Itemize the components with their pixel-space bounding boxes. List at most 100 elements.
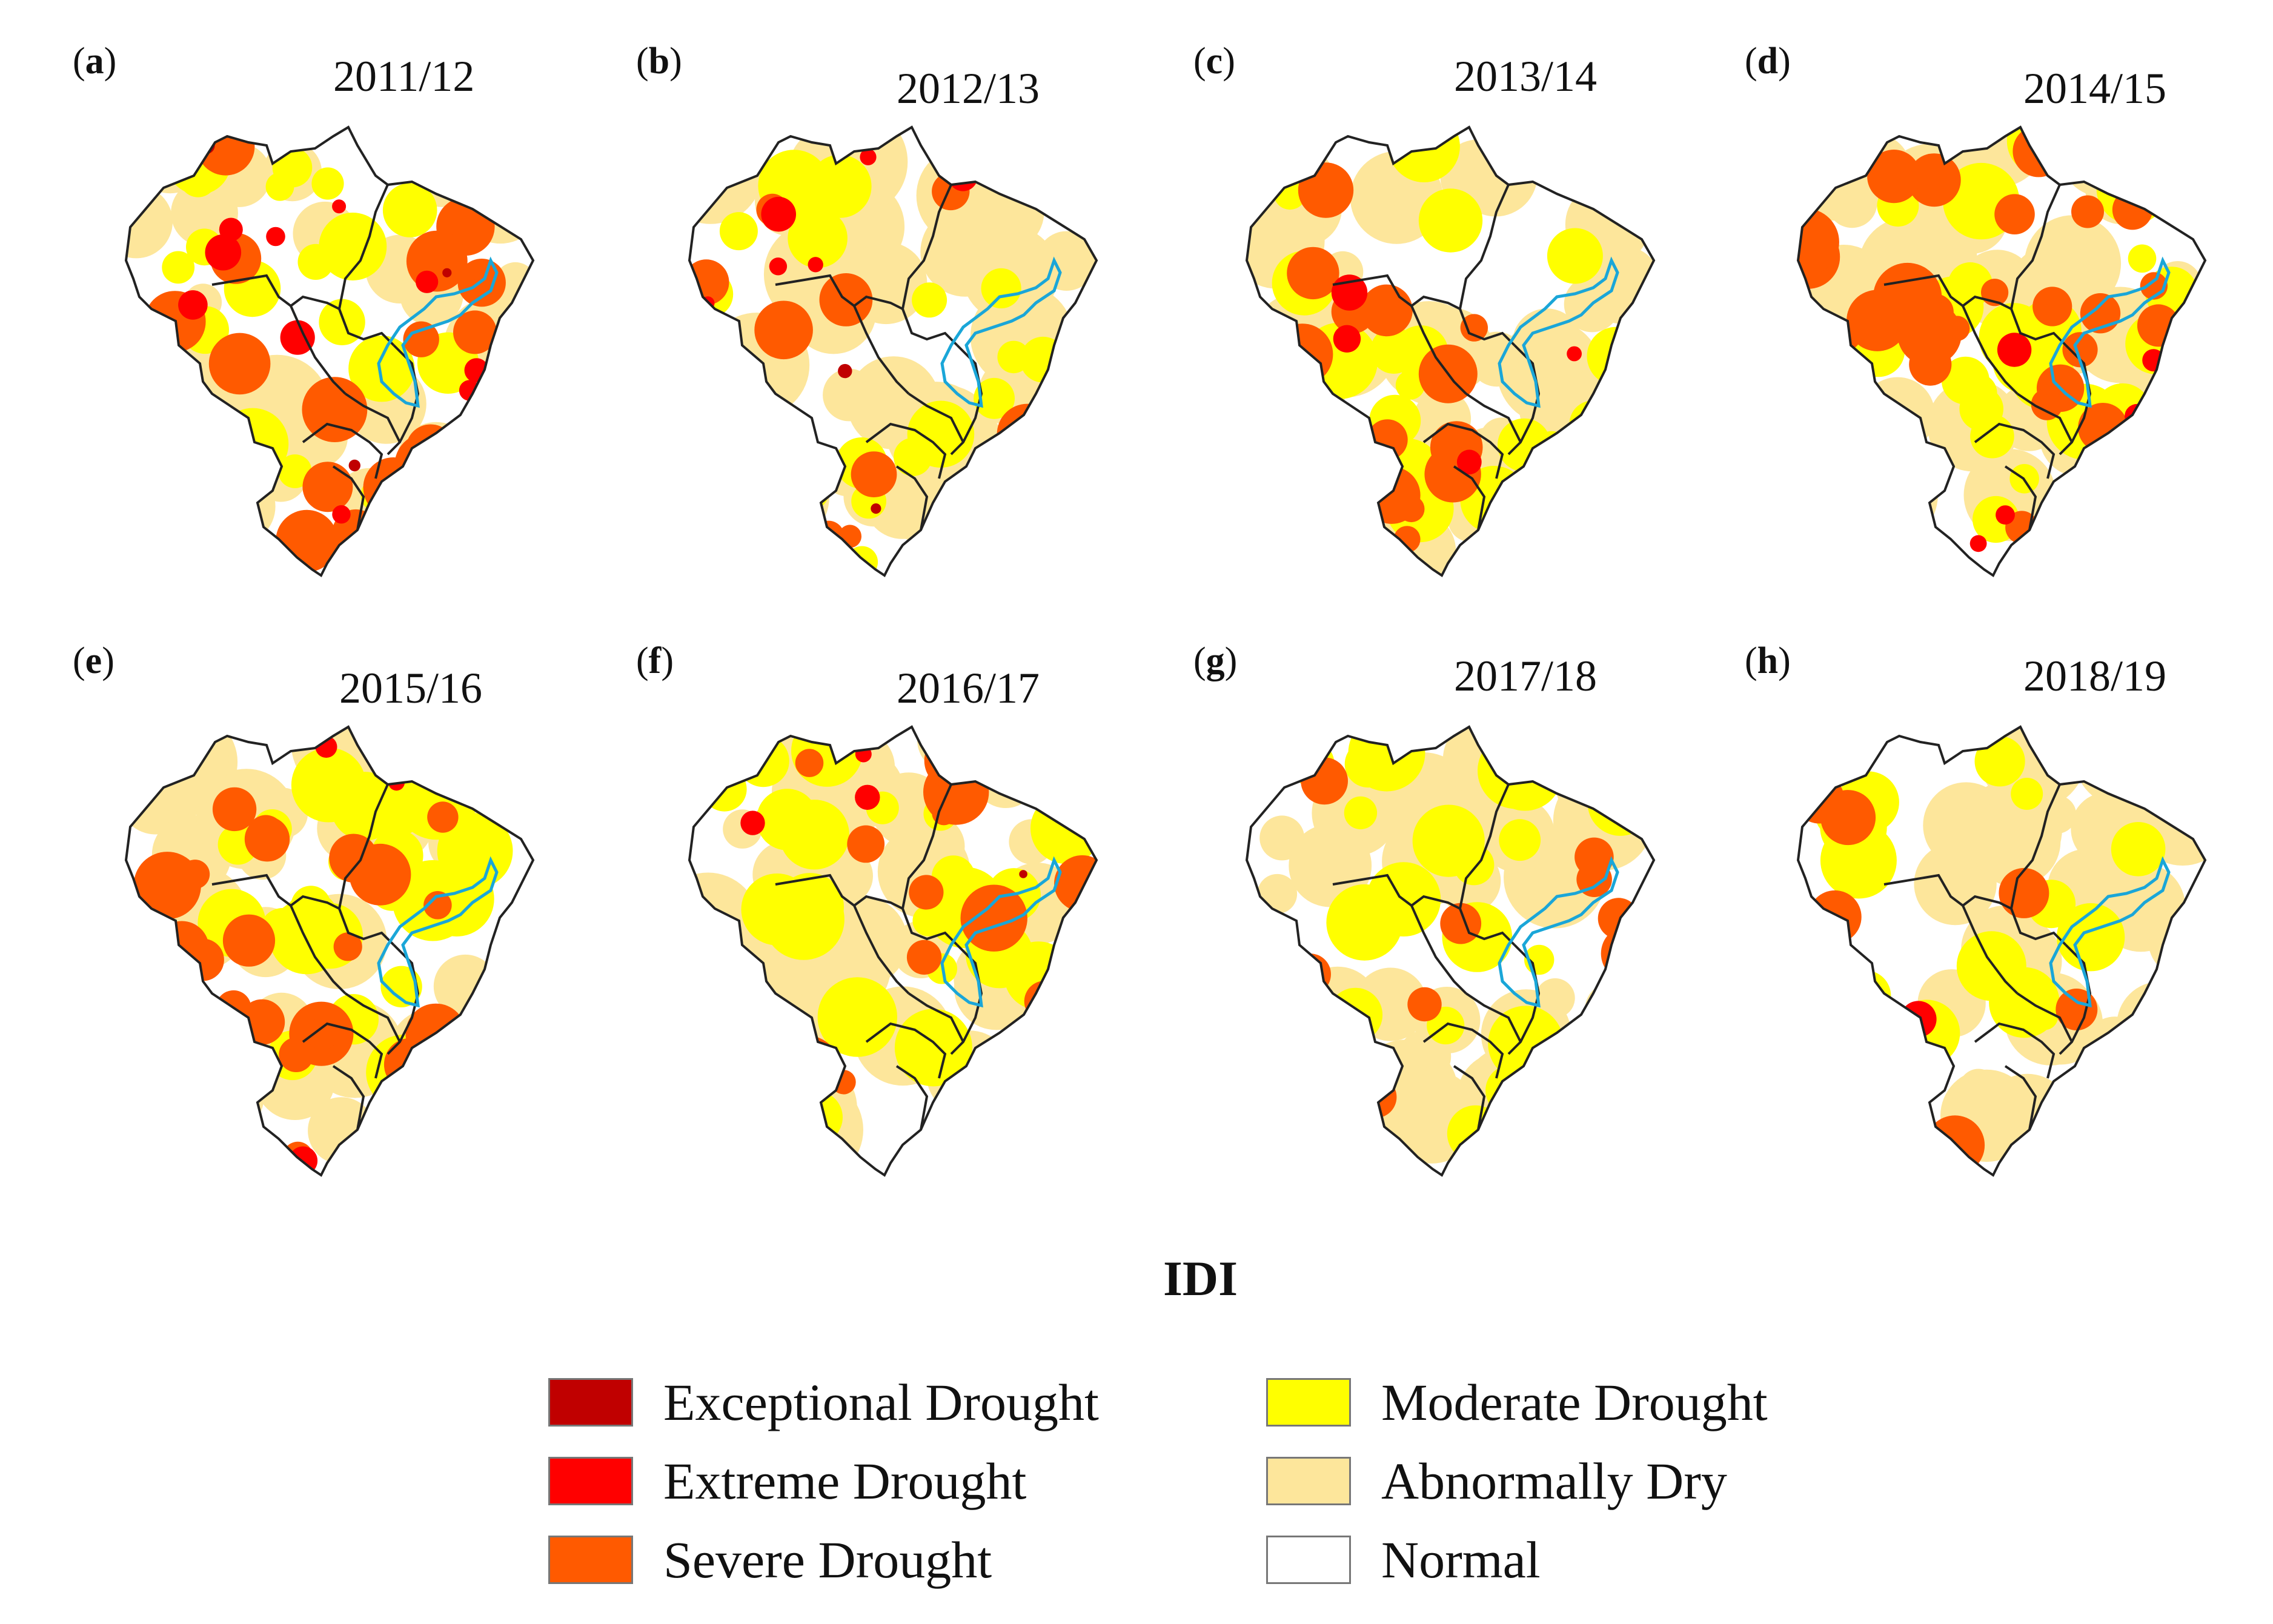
- drought-blob-severe: [2123, 155, 2170, 203]
- drought-blob-dry: [193, 1035, 261, 1104]
- drought-blob-moderate: [217, 408, 289, 480]
- drought-blob-extreme: [179, 1062, 215, 1097]
- panel-year-c: 2013/14: [1454, 52, 1598, 101]
- country-outline: [1796, 125, 2207, 577]
- country-outline: [124, 725, 535, 1177]
- region-border: [901, 308, 958, 346]
- drought-map-g: [1245, 725, 1656, 1177]
- drought-blob-severe: [1798, 926, 1831, 978]
- drought-blob-extreme: [953, 1148, 971, 1166]
- drought-blob-severe: [471, 508, 533, 572]
- region-border: [290, 305, 347, 395]
- drought-blob-moderate: [162, 251, 195, 284]
- drought-blob-moderate: [2068, 127, 2134, 185]
- drought-blob-moderate: [485, 515, 533, 568]
- drought-blob-extreme: [1333, 325, 1361, 353]
- drought-blob-moderate: [1344, 740, 1392, 788]
- drought-blobs: [1798, 727, 2205, 1175]
- region-border: [908, 992, 964, 1042]
- region-border: [1459, 908, 1516, 946]
- drought-blob-moderate: [284, 891, 339, 946]
- drought-blob-dry: [1031, 1066, 1097, 1158]
- drought-blob-extreme: [740, 810, 765, 835]
- drought-blob-moderate: [689, 1139, 713, 1168]
- drought-blob-dry: [381, 727, 430, 766]
- drought-blob-dry: [931, 1116, 1000, 1175]
- panel-d: (d) 2014/15: [1745, 42, 2273, 660]
- drought-blob-moderate: [1029, 383, 1097, 459]
- country-outline: [688, 725, 1098, 1177]
- drought-blob-moderate: [2091, 127, 2153, 181]
- drought-blob-severe: [943, 517, 990, 564]
- drought-blob-moderate: [1370, 327, 1418, 374]
- region-border: [1459, 184, 1510, 310]
- panel-label-b: (b): [636, 41, 682, 82]
- drought-blob-moderate: [2091, 1055, 2157, 1121]
- region-border: [901, 784, 952, 909]
- drought-blob-moderate: [689, 389, 743, 463]
- drought-blob-exceptional: [848, 552, 856, 562]
- legend-item-abnormally-dry: Abnormally Dry: [1266, 1454, 1727, 1508]
- legend-swatch-abnormally-dry: [1266, 1457, 1351, 1505]
- region-border: [901, 908, 958, 946]
- drought-blob-severe: [349, 843, 411, 906]
- drought-blob-extreme: [769, 257, 788, 276]
- drought-blob-severe: [2013, 127, 2065, 177]
- drought-blob-dry: [437, 1039, 515, 1117]
- drought-blob-severe: [795, 749, 824, 777]
- drought-blob-moderate: [1547, 228, 1603, 284]
- country-outline: [1245, 125, 1656, 577]
- drought-blob-dry: [1263, 1087, 1353, 1175]
- drought-blob-dry: [1547, 1089, 1630, 1172]
- drought-blob-dry: [197, 1016, 254, 1072]
- region-border: [338, 908, 395, 946]
- drought-blob-severe: [1247, 923, 1293, 989]
- drought-blob-severe: [1355, 1076, 1397, 1118]
- region-border: [1974, 422, 2056, 479]
- drought-blob-extreme: [141, 334, 163, 357]
- drought-blob-extreme: [775, 1119, 805, 1150]
- drought-blob-severe: [696, 478, 725, 506]
- legend-item-exceptional-drought: Exceptional Drought: [548, 1375, 1099, 1430]
- drought-blob-exceptional: [871, 503, 881, 514]
- drought-blob-dry: [1811, 1065, 1848, 1102]
- region-border: [1459, 308, 1516, 346]
- drought-map-c: [1245, 125, 1656, 577]
- drought-blob-moderate: [148, 152, 178, 181]
- drought-blob-dry: [1798, 1095, 1900, 1175]
- drought-blob-moderate: [297, 244, 334, 280]
- panel-label-f: (f): [636, 640, 674, 681]
- drought-blobs: [1798, 127, 2205, 575]
- drought-blob-severe: [851, 451, 897, 497]
- drought-blob-extreme: [715, 354, 738, 376]
- panel-h: (h) 2018/19: [1745, 642, 2273, 1260]
- panel-year-e: 2015/16: [339, 664, 483, 712]
- drought-blob-moderate: [981, 268, 1021, 309]
- drought-blob-dry: [2089, 1021, 2193, 1125]
- drought-blob-severe: [1029, 530, 1095, 575]
- drought-blob-extreme: [705, 138, 728, 160]
- drought-blob-moderate: [789, 1091, 843, 1144]
- drought-blob-dry: [995, 1073, 1088, 1166]
- drought-blob-dry: [2106, 446, 2152, 492]
- drought-blob-dry: [2111, 422, 2192, 503]
- drought-blob-moderate: [1295, 456, 1365, 525]
- drought-blob-extreme: [948, 162, 978, 191]
- drought-blob-exceptional: [493, 191, 504, 202]
- drought-blob-moderate: [436, 1033, 465, 1061]
- drought-blob-dry: [1585, 982, 1639, 1037]
- drought-blob-moderate: [776, 873, 844, 941]
- region-border: [2004, 1065, 2037, 1130]
- drought-blob-exceptional: [396, 1114, 404, 1122]
- drought-blob-dry: [126, 403, 210, 492]
- drought-blob-dry: [398, 451, 483, 537]
- drought-blob-severe: [1994, 194, 2035, 234]
- drought-blob-moderate: [171, 428, 230, 487]
- region-border: [302, 422, 383, 479]
- drought-blob-dry: [1556, 764, 1607, 815]
- drought-blob-extreme: [169, 422, 201, 454]
- region-border: [1465, 393, 1522, 443]
- panel-f: (f) 2016/17: [636, 642, 1200, 1260]
- drought-blob-severe: [196, 127, 255, 176]
- drought-blob-extreme: [205, 234, 242, 271]
